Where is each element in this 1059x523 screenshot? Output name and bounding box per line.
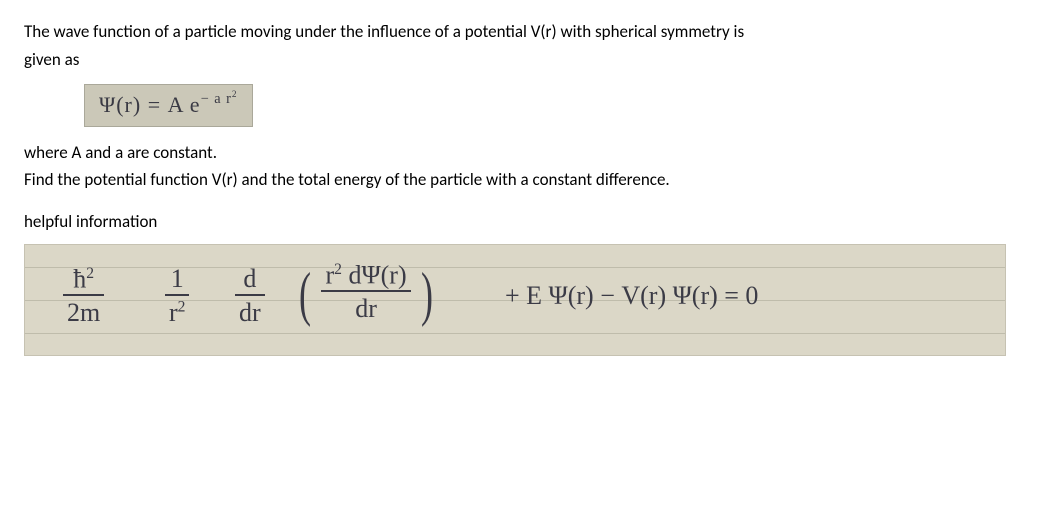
term2-den-pow: 2: [178, 298, 186, 315]
equation-tail: + E Ψ(r) − V(r) Ψ(r) = 0: [505, 281, 758, 311]
inside-num-rest: dΨ(r): [342, 261, 407, 290]
term2-den-base: r: [169, 298, 178, 327]
wavefn-coef: A e: [168, 92, 201, 117]
helpful-info-label: helpful information: [24, 210, 1035, 234]
wavefn-lhs: Ψ(r) =: [99, 92, 168, 117]
wavefn-exp: − a r: [201, 91, 232, 107]
term2-fraction: 1 r2: [165, 265, 189, 329]
term2-num: 1: [165, 265, 189, 296]
left-paren-icon: (: [299, 264, 311, 324]
inside-den: dr: [321, 292, 410, 326]
constants-line: where A and a are constant.: [24, 141, 1035, 165]
term1-fraction: ħ2 2m: [63, 265, 104, 330]
task-line: Find the potential function V(r) and the…: [24, 168, 1035, 192]
problem-line-1: The wave function of a particle moving u…: [24, 20, 1035, 44]
wavefn-exp-pow: 2: [232, 91, 238, 101]
problem-line-2: given as: [24, 48, 1035, 72]
term1-num: ħ: [73, 265, 86, 294]
inside-num-base: r: [325, 261, 334, 290]
term1-num-pow: 2: [86, 265, 94, 282]
wavefunction-box: Ψ(r) = A e− a r2: [84, 84, 253, 127]
equation-strip: ħ2 2m 1 r2 d dr ( r2 dΨ(r) dr ) + E Ψ(r)…: [24, 244, 1006, 356]
term3-fraction: d dr: [235, 265, 265, 329]
term1-den: 2m: [63, 296, 104, 330]
term3-num: d: [235, 265, 265, 296]
term3-den: dr: [235, 296, 265, 330]
inside-num-pow: 2: [334, 261, 342, 278]
right-paren-icon: ): [421, 264, 433, 324]
inside-fraction: r2 dΨ(r) dr: [321, 261, 410, 326]
